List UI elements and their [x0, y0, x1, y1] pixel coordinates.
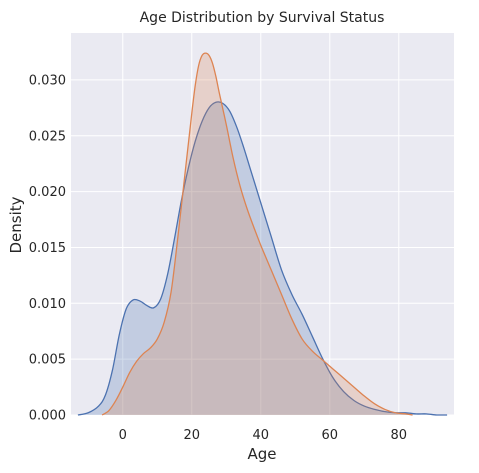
plot-background — [71, 33, 454, 415]
x-axis-label: Age — [247, 445, 276, 463]
x-tick-label: 80 — [391, 428, 408, 443]
x-tick-label: 0 — [119, 428, 127, 443]
grid-lines — [71, 33, 454, 416]
y-tick-label: 0.020 — [29, 185, 66, 200]
series-layer — [77, 52, 448, 416]
y-tick-label: 0.015 — [29, 241, 66, 256]
chart-title: Age Distribution by Survival Status — [140, 10, 385, 26]
series-0-area — [77, 101, 448, 415]
x-tick-label: 20 — [183, 428, 200, 443]
y-tick-label: 0.030 — [29, 73, 66, 88]
x-axis-ticks: 0 20 40 60 80 — [119, 428, 407, 443]
y-tick-label: 0.025 — [29, 129, 66, 144]
series-1-line — [101, 52, 413, 416]
series-1-area — [102, 53, 413, 416]
y-axis-label: Density — [7, 196, 25, 253]
y-tick-label: 0.010 — [29, 297, 66, 312]
x-tick-label: 40 — [253, 428, 270, 443]
y-tick-label: 0.000 — [29, 409, 66, 424]
x-tick-label: 60 — [322, 428, 339, 443]
y-axis-ticks: 0.000 0.005 0.010 0.015 0.020 0.025 0.030 — [29, 73, 66, 423]
y-tick-label: 0.005 — [29, 353, 66, 368]
series-0-line — [77, 101, 448, 416]
